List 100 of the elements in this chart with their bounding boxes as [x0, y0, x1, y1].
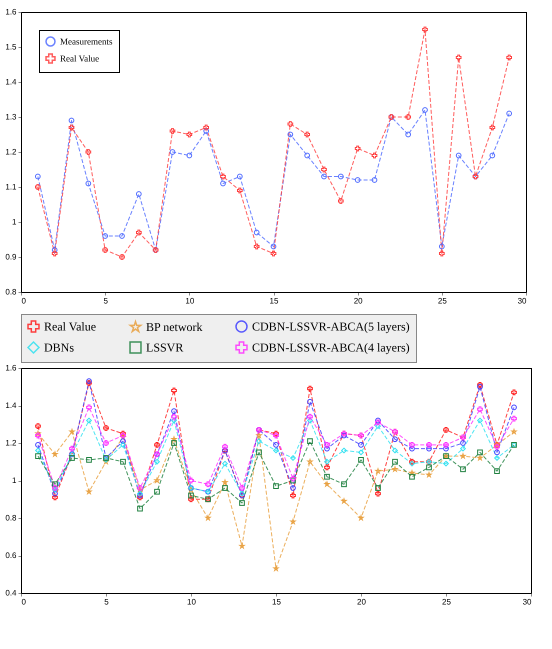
point [324, 474, 330, 480]
point [170, 128, 176, 134]
point [460, 466, 466, 472]
point [324, 442, 330, 448]
point [136, 230, 142, 236]
y-tick-label: 0.9 [5, 252, 18, 262]
point [477, 406, 483, 412]
point [511, 390, 517, 396]
point [405, 132, 412, 138]
point [511, 404, 517, 410]
point [409, 474, 415, 480]
point [489, 152, 496, 158]
point [52, 247, 58, 253]
x-tick-label: 5 [103, 296, 108, 306]
point [358, 442, 364, 448]
y-tick-label: 1.4 [5, 78, 18, 86]
point [460, 440, 466, 446]
point [426, 464, 432, 470]
point [506, 54, 512, 60]
point [494, 450, 500, 456]
x-tick-label: 30 [518, 296, 528, 306]
point [409, 446, 415, 452]
point [86, 457, 92, 463]
y-tick-label: 1.4 [5, 401, 18, 410]
point [273, 442, 279, 448]
point [86, 418, 92, 424]
point [120, 442, 126, 448]
point [506, 110, 512, 116]
point [171, 408, 177, 414]
point [438, 250, 445, 256]
point [154, 488, 160, 495]
point [494, 455, 500, 461]
point [341, 448, 347, 454]
point [203, 124, 210, 130]
point [358, 457, 364, 463]
point [102, 247, 108, 253]
point [307, 398, 313, 405]
point [443, 442, 449, 448]
legend-label: Measurements [60, 36, 113, 46]
point [34, 174, 41, 180]
point [358, 450, 364, 456]
point [35, 432, 41, 438]
point [321, 166, 327, 172]
x-tick-label: 30 [522, 598, 532, 606]
point [103, 440, 109, 446]
point [422, 107, 428, 113]
point [239, 485, 245, 491]
point [443, 446, 449, 452]
point [256, 450, 262, 456]
y-tick-label: 0.6 [5, 551, 18, 560]
x-tick-label: 10 [185, 296, 195, 306]
point [372, 152, 378, 158]
point [171, 418, 177, 424]
point [375, 423, 381, 429]
point [34, 184, 41, 190]
point [338, 198, 344, 204]
point [290, 455, 296, 461]
y-tick-label: 1.6 [5, 364, 18, 372]
point [254, 230, 260, 236]
x-tick-label: 20 [357, 598, 366, 606]
legend-label: DBNs [44, 340, 74, 354]
point [52, 494, 58, 500]
point [102, 233, 108, 239]
y-tick-label: 0.8 [5, 288, 18, 296]
point [321, 174, 327, 180]
point [494, 468, 500, 474]
point [154, 442, 160, 448]
point [256, 438, 262, 444]
point [86, 404, 92, 410]
point [35, 453, 41, 459]
point [426, 446, 432, 452]
point [511, 416, 517, 422]
point [477, 450, 483, 456]
point [35, 448, 41, 454]
point [304, 152, 310, 158]
point [52, 250, 58, 256]
point [85, 180, 92, 186]
point [220, 174, 226, 180]
y-tick-label: 1.2 [5, 148, 18, 156]
point [438, 244, 445, 250]
point [477, 418, 483, 424]
point [68, 118, 74, 124]
x-tick-label: 25 [438, 296, 448, 306]
point [119, 254, 125, 260]
point [239, 500, 245, 506]
x-tick-label: 25 [442, 598, 452, 606]
legend-label: Real Value [60, 54, 100, 64]
point [270, 244, 276, 250]
point [236, 188, 243, 194]
point [69, 446, 75, 452]
point [405, 114, 412, 120]
point [307, 414, 313, 420]
point [52, 481, 58, 488]
point [304, 132, 310, 138]
point [186, 132, 192, 138]
x-tick-label: 0 [22, 296, 26, 306]
point [290, 492, 296, 498]
point [136, 191, 142, 197]
point [171, 440, 177, 446]
x-tick-label: 10 [187, 598, 196, 606]
